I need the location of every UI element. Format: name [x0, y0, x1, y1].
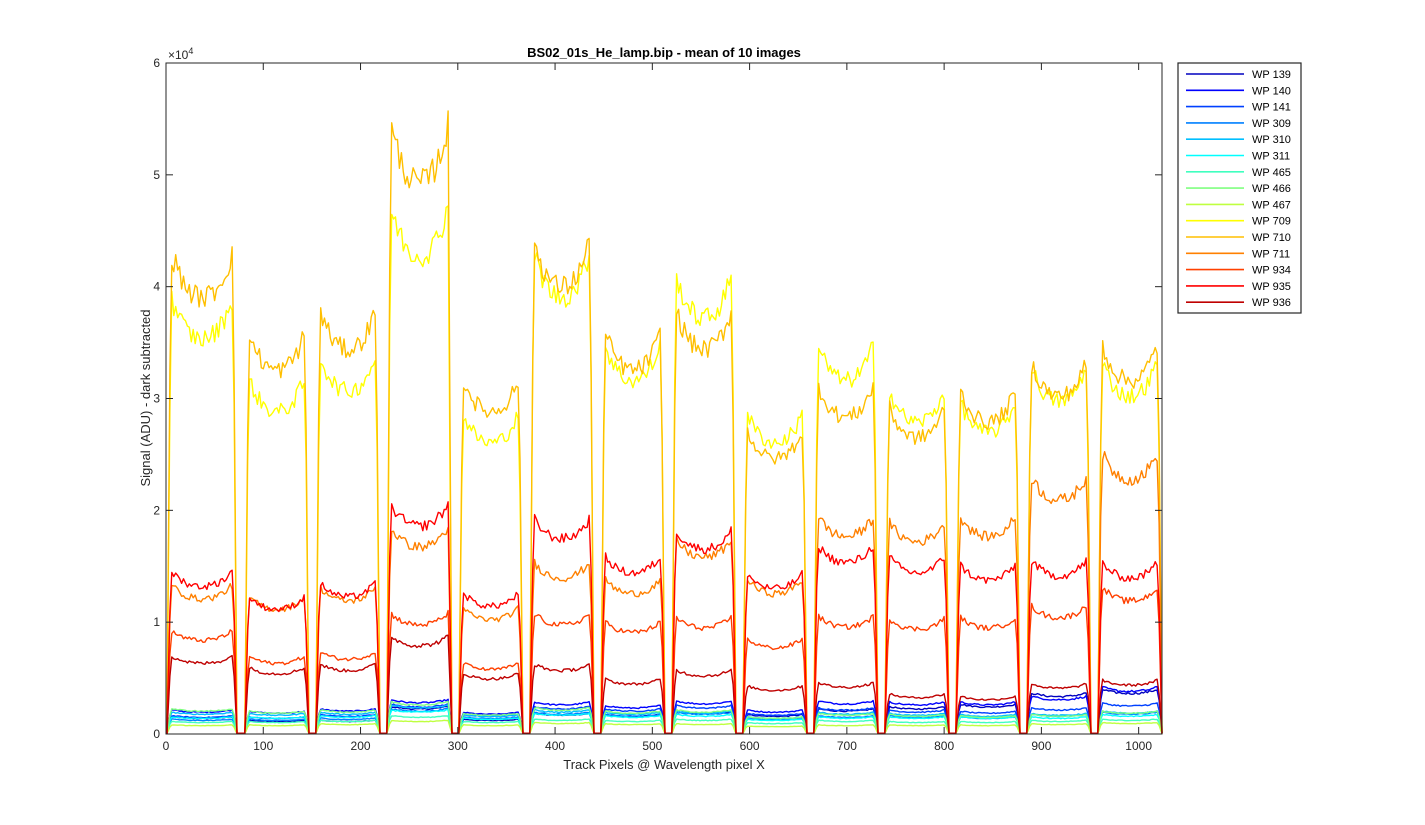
- x-tick-label: 500: [642, 739, 662, 753]
- x-tick-label: 1000: [1125, 739, 1152, 753]
- legend-label-1: WP 140: [1252, 85, 1291, 97]
- x-tick-label: 400: [545, 739, 565, 753]
- x-tick-label: 800: [934, 739, 954, 753]
- x-tick-label: 900: [1031, 739, 1051, 753]
- series-line-13: [166, 501, 1163, 734]
- y-exponent-base: ×10: [168, 48, 189, 62]
- legend-label-3: WP 309: [1252, 118, 1291, 130]
- legend-label-5: WP 311: [1252, 151, 1290, 163]
- legend-label-0: WP 139: [1252, 69, 1291, 81]
- series-line-7: [166, 700, 1163, 734]
- x-axis-label: Track Pixels @ Wavelength pixel X: [563, 757, 765, 772]
- x-tick-label: 300: [448, 739, 468, 753]
- chart-title: BS02_01s_He_lamp.bip - mean of 10 images: [527, 45, 801, 60]
- y-tick-label: 2: [153, 503, 160, 517]
- x-tick-label: 700: [837, 739, 857, 753]
- series-line-14: [166, 634, 1163, 734]
- legend-label-11: WP 711: [1252, 248, 1290, 260]
- legend-label-9: WP 709: [1252, 216, 1291, 228]
- legend-label-4: WP 310: [1252, 134, 1291, 146]
- series-layer: [166, 110, 1163, 734]
- y-tick-label: 1: [153, 615, 160, 629]
- y-exponent-power: 4: [188, 46, 193, 56]
- y-tick-label: 6: [153, 56, 160, 70]
- legend-label-10: WP 710: [1252, 232, 1291, 244]
- y-tick-label: 0: [153, 727, 160, 741]
- x-tick-label: 0: [163, 739, 170, 753]
- series-line-12: [166, 587, 1163, 734]
- y-tick-label: 3: [153, 392, 160, 406]
- legend-label-8: WP 467: [1252, 199, 1291, 211]
- legend-label-14: WP 936: [1252, 297, 1291, 309]
- series-line-10: [166, 110, 1163, 734]
- x-tick-label: 200: [351, 739, 371, 753]
- y-tick-label: 5: [153, 168, 160, 182]
- legend: WP 139 WP 140 WP 141 WP 309 WP 310 WP 311 WP 4…: [1177, 62, 1302, 314]
- x-tick-label: 100: [253, 739, 273, 753]
- y-exponent-label: ×104: [168, 46, 193, 62]
- legend-label-2: WP 141: [1252, 102, 1291, 114]
- y-axis-label: Signal (ADU) - dark subtracted: [138, 309, 153, 486]
- axis-layer: 0 100 200 300 400 500 600 700 800 900 1000 0 1 2 3 4 5 6: [153, 56, 1162, 753]
- legend-label-6: WP 465: [1252, 167, 1291, 179]
- legend-label-7: WP 466: [1252, 183, 1291, 195]
- y-tick-label: 4: [153, 280, 160, 294]
- x-tick-label: 600: [740, 739, 760, 753]
- legend-label-13: WP 935: [1252, 281, 1291, 293]
- legend-label-12: WP 934: [1252, 265, 1291, 277]
- series-line-8: [166, 719, 1163, 734]
